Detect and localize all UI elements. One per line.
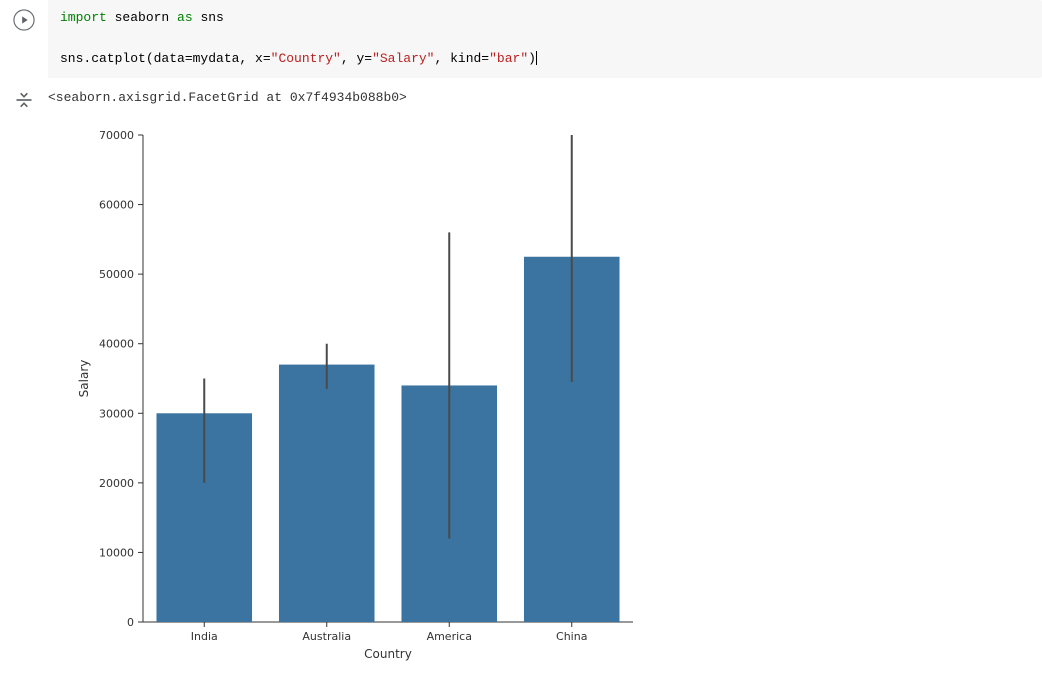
- bar-chart: 0 10000 20000 30000 40000 50000 60000 70000 Indi…: [48, 117, 653, 672]
- output-content: <seaborn.axisgrid.FacetGrid at 0x7f4934b…: [48, 86, 1042, 676]
- svg-text:20000: 20000: [99, 476, 134, 489]
- svg-text:60000: 60000: [99, 198, 134, 211]
- code-line-3: sns.catplot(data=mydata, x="Country", y=…: [60, 49, 1030, 70]
- output-gutter: [0, 86, 48, 676]
- svg-text:Salary: Salary: [77, 359, 91, 397]
- bar: [279, 364, 375, 621]
- chart-container: 0 10000 20000 30000 40000 50000 60000 70000 Indi…: [48, 117, 1042, 676]
- svg-text:0: 0: [127, 616, 134, 629]
- code-line-1: import seaborn as sns: [60, 8, 1030, 29]
- svg-text:30000: 30000: [99, 407, 134, 420]
- svg-text:Country: Country: [364, 647, 412, 661]
- svg-text:Australia: Australia: [302, 630, 351, 643]
- output-collapse-icon: [14, 90, 34, 110]
- svg-text:China: China: [556, 630, 587, 643]
- play-icon: [13, 9, 35, 31]
- code-gutter: [0, 0, 48, 78]
- svg-text:America: America: [427, 630, 472, 643]
- svg-text:50000: 50000: [99, 268, 134, 281]
- code-editor[interactable]: import seaborn as sns sns.catplot(data=m…: [48, 0, 1042, 78]
- run-button[interactable]: [10, 6, 38, 34]
- output-repr-text: <seaborn.axisgrid.FacetGrid at 0x7f4934b…: [48, 86, 1042, 109]
- output-cell-row: <seaborn.axisgrid.FacetGrid at 0x7f4934b…: [0, 86, 1042, 676]
- svg-text:India: India: [191, 630, 218, 643]
- svg-text:70000: 70000: [99, 129, 134, 142]
- code-line-2: [60, 29, 1030, 49]
- output-toggle-button[interactable]: [14, 90, 34, 676]
- code-cell-row: import seaborn as sns sns.catplot(data=m…: [0, 0, 1042, 78]
- svg-text:40000: 40000: [99, 337, 134, 350]
- svg-text:10000: 10000: [99, 546, 134, 559]
